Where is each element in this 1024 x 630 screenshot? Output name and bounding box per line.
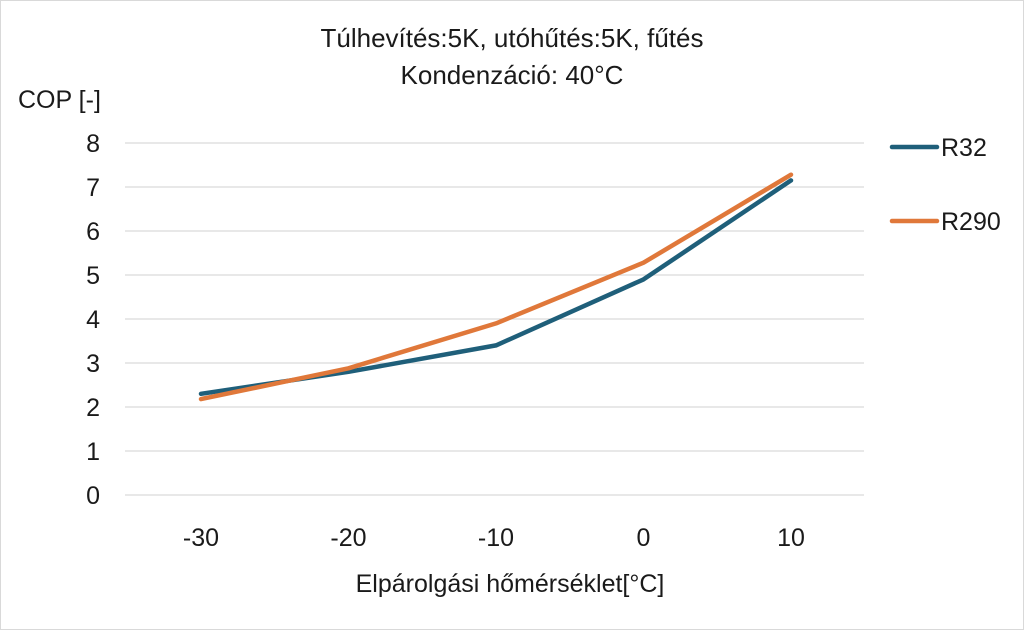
chart-title-line2: Kondenzáció: 40°C	[401, 60, 624, 90]
x-axis-label: Elpárolgási hőmérséklet[°C]	[356, 570, 665, 598]
x-tick-label-1: -20	[330, 524, 366, 552]
x-tick-label-0: -30	[183, 524, 219, 552]
x-tick-label-3: 0	[637, 524, 651, 552]
y-tick-label-2: 2	[86, 394, 100, 422]
y-tick-label-8: 8	[86, 130, 100, 158]
y-axis-label: COP [-]	[18, 86, 101, 114]
y-tick-label-3: 3	[86, 350, 100, 378]
y-tick-label-1: 1	[86, 438, 100, 466]
series-lines	[198, 172, 794, 402]
y-tick-labels: 0 1 2 3 4 5 6 7 8	[86, 130, 100, 510]
x-tick-label-4: 10	[777, 524, 805, 552]
gridlines	[125, 142, 864, 496]
y-tick-label-6: 6	[86, 218, 100, 246]
legend-label-r290: R290	[941, 208, 1001, 236]
chart-title-line1: Túlhevítés:5K, utóhűtés:5K, fűtés	[320, 23, 703, 53]
y-tick-label-4: 4	[86, 306, 100, 334]
y-tick-label-7: 7	[86, 174, 100, 202]
y-tick-label-0: 0	[86, 482, 100, 510]
y-tick-label-5: 5	[86, 262, 100, 290]
x-tick-label-2: -10	[478, 524, 514, 552]
series-line-r32	[198, 178, 794, 397]
x-tick-labels: -30 -20 -10 0 10	[183, 524, 805, 552]
legend-label-r32: R32	[941, 134, 987, 162]
legend: R32 R290	[889, 134, 1001, 236]
series-line-r290	[198, 172, 794, 402]
